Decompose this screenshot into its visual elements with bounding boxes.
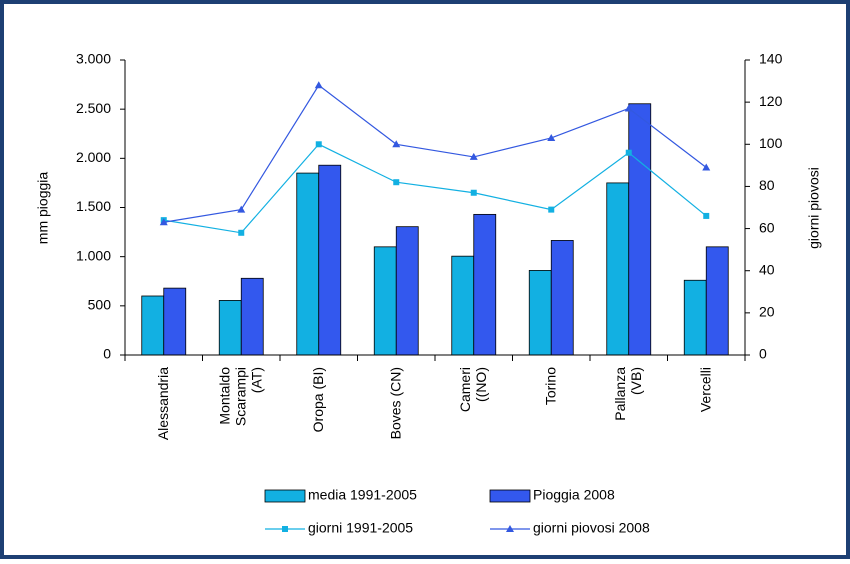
line [163,143,707,234]
y2-tick-label: 140 [759,51,783,67]
bar [296,172,320,356]
y2-axis-title: giorni piovosi [806,167,822,249]
y2-tick-label: 60 [759,219,775,235]
y-tick-label: 0 [103,346,111,362]
x-tick-label: MontaldoScarampi(AT) [216,367,264,426]
marker [702,163,711,171]
marker [237,205,246,213]
bar [218,300,242,356]
y-axis-title: mm pioggia [35,172,51,245]
marker [469,152,478,160]
y-tick-label: 500 [88,297,112,313]
bar [141,295,165,356]
marker [548,206,555,213]
y2-tick-label: 100 [759,135,783,151]
legend-marker [506,525,514,532]
marker [624,104,633,112]
bar [705,246,729,356]
marker [238,229,245,236]
bar [550,240,574,356]
legend-swatch [489,489,531,503]
bar [318,164,342,356]
marker [393,179,400,186]
y-tick-label: 2.000 [76,149,111,165]
legend-marker [282,526,288,532]
y2-tick-label: 40 [759,261,775,277]
x-tick-label: Torino [542,367,558,405]
marker [392,140,401,148]
y-tick-label: 1.000 [76,247,111,263]
marker [703,212,710,219]
y2-tick-label: 120 [759,93,783,109]
y2-tick-label: 80 [759,177,775,193]
marker [315,141,322,148]
x-tick-label: Cameri((NO) [456,367,488,412]
legend-swatch [264,489,306,503]
bar [395,226,419,356]
marker [625,149,632,156]
line [163,84,707,223]
bar [451,255,475,356]
bar [163,287,187,356]
bar [683,279,707,356]
bar [628,103,652,356]
x-tick-label: Pallanza(VB) [611,367,643,421]
bar [373,246,397,356]
x-tick-label: Vercelli [697,367,713,412]
x-tick-label: Alessandria [154,367,170,440]
bar [240,277,264,356]
bar [473,213,497,356]
marker [547,133,556,141]
marker [470,189,477,196]
y-tick-label: 3.000 [76,51,111,67]
y-tick-label: 2.500 [76,100,111,116]
legend-label: Pioggia 2008 [533,487,615,503]
legend-label: giorni piovosi 2008 [533,520,650,536]
y2-tick-label: 20 [759,304,775,320]
marker [159,218,168,226]
legend-label: giorni 1991-2005 [308,520,413,536]
bar [606,182,630,356]
y-tick-label: 1.500 [76,198,111,214]
legend-label: media 1991-2005 [308,487,417,503]
bar [528,270,552,356]
x-tick-label: Boves (CN) [387,367,403,439]
marker [314,81,323,89]
x-tick-label: Oropa (BI) [309,367,325,432]
y2-tick-label: 0 [759,346,767,362]
